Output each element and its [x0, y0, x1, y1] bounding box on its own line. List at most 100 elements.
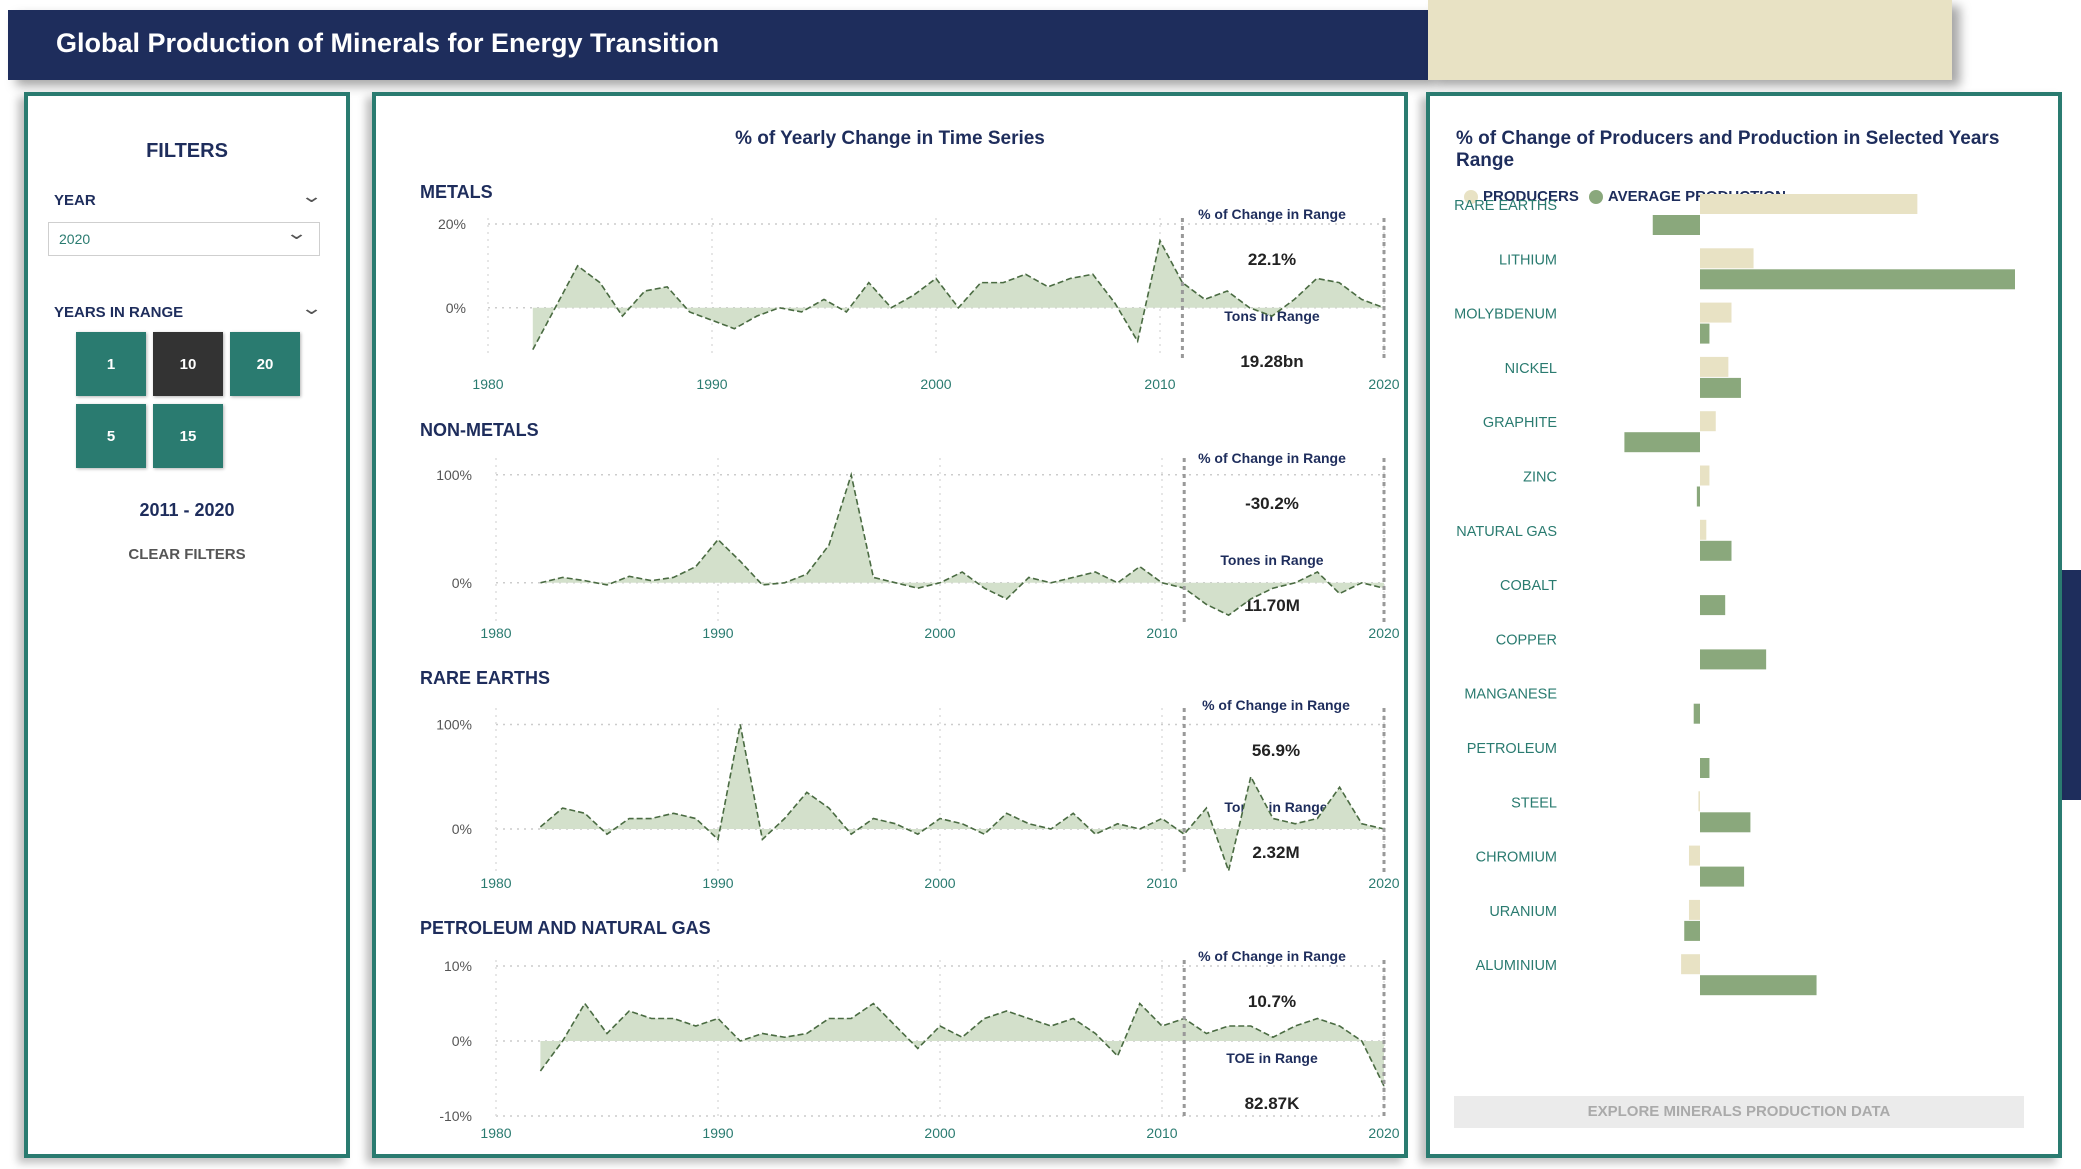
- clear-filters-button[interactable]: CLEAR FILTERS: [128, 546, 246, 563]
- x-tick-label: 2000: [924, 1125, 955, 1141]
- x-tick-label: 2020: [1368, 875, 1399, 891]
- area-chart-3: -10% 0% 10% 1980 1990 2000 2010 2020: [439, 958, 1399, 1141]
- kpi-change-label: % of Change in Range: [1202, 697, 1350, 713]
- x-tick-label: 1990: [702, 625, 733, 641]
- y-tick-label: 0%: [452, 575, 472, 591]
- category-label: RARE EARTHS: [1454, 198, 1557, 214]
- bars-panel-title: % of Change of Producers and Production …: [1456, 128, 2058, 172]
- producers-legend-dot: [1464, 189, 1478, 204]
- x-tick-label: 2000: [924, 625, 955, 641]
- kpi-change-value: 56.9%: [1251, 741, 1301, 760]
- title-prefix: % of Change of: [1456, 128, 1600, 149]
- category-label: STEEL: [1511, 795, 1557, 811]
- production-bar: [1700, 323, 1710, 344]
- x-tick-label: 2010: [1146, 1125, 1177, 1141]
- category-label: GRAPHITE: [1483, 415, 1557, 431]
- range-tile-1[interactable]: 1: [76, 332, 146, 396]
- category-label: URANIUM: [1489, 904, 1557, 920]
- x-tick-label: 2020: [1368, 625, 1399, 641]
- y-tick-label: 100%: [436, 716, 472, 732]
- series-area: [540, 724, 1384, 871]
- producers-bar: [1700, 194, 1918, 214]
- y-tick-label: 10%: [444, 958, 472, 974]
- chevron-down-icon[interactable]: ⌄: [300, 186, 323, 207]
- producers-bar: [1688, 845, 1700, 866]
- production-bar: [1684, 920, 1700, 941]
- producers-production-panel: % of Change of Producers and Production …: [1426, 92, 2062, 1158]
- legend-producers: PRODUCERS: [1483, 188, 1579, 205]
- y-tick-label: -10%: [439, 1108, 472, 1124]
- explore-data-button[interactable]: EXPLORE MINERALS PRODUCTION DATA: [1454, 1096, 2024, 1128]
- production-bar: [1652, 215, 1700, 235]
- page-title: Global Production of Minerals for Energy…: [56, 28, 720, 58]
- header-bar: Global Production of Minerals for Energy…: [8, 10, 1428, 80]
- category-label: CHROMIUM: [1476, 850, 1557, 866]
- category-label: NICKEL: [1505, 361, 1557, 377]
- year-dropdown[interactable]: 2020 ⌄: [48, 222, 320, 256]
- y-tick-label: 20%: [438, 216, 466, 232]
- filters-panel: FILTERS YEAR ⌄ 2020 ⌄ YEARS IN RANGE ⌄ 1…: [24, 92, 350, 1158]
- series-area: [532, 240, 1384, 350]
- y-tick-label: 0%: [452, 1033, 472, 1049]
- kpi-toe-value: 82.87K: [1244, 1094, 1300, 1113]
- production-bar: [1700, 649, 1767, 670]
- category-label: LITHIUM: [1499, 252, 1557, 268]
- kpi-change-label: % of Change in Range: [1198, 948, 1346, 964]
- year-label: YEAR: [54, 192, 96, 209]
- series-area: [540, 1003, 1384, 1086]
- x-tick-label: 2020: [1368, 376, 1399, 392]
- chevron-down-icon[interactable]: ⌄: [300, 298, 323, 319]
- series-line: [539, 724, 1385, 874]
- area-chart-0: 0% 20% 1980 1990 2000 2010 2020: [438, 216, 1400, 392]
- kpi-tons-label: Tones in Range: [1220, 552, 1324, 568]
- series-panel-title: % of Yearly Change in Time Series: [735, 128, 1045, 149]
- kpi-tons-value: 11.70M: [1244, 596, 1300, 615]
- years-in-range-label: YEARS IN RANGE: [54, 304, 184, 321]
- range-tile-20[interactable]: 20: [230, 332, 300, 396]
- x-tick-label: 2000: [924, 875, 955, 891]
- time-series-panel: % of Yearly Change in Time Series METALS…: [372, 92, 1408, 1158]
- filters-title: FILTERS: [146, 140, 228, 162]
- y-tick-label: 0%: [452, 821, 472, 837]
- production-bar: [1700, 866, 1745, 887]
- x-tick-label: 2010: [1146, 625, 1177, 641]
- x-tick-label: 1990: [702, 875, 733, 891]
- production-bar: [1696, 486, 1700, 507]
- side-accent: [2062, 570, 2081, 800]
- production-bar: [1624, 432, 1700, 453]
- x-tick-label: 1980: [472, 376, 503, 392]
- production-bar: [1700, 540, 1732, 561]
- non-metals-label: NON-METALS: [420, 420, 539, 440]
- x-tick-label: 1990: [696, 376, 727, 392]
- series-line: [540, 471, 1385, 617]
- area-chart-1: 0% 100% 1980 1990 2000 2010 2020: [436, 458, 1400, 641]
- range-tile-5[interactable]: 5: [76, 404, 146, 468]
- category-label: ALUMINIUM: [1476, 958, 1557, 974]
- producers-bar: [1688, 899, 1700, 920]
- production-bar: [1700, 269, 2015, 290]
- x-tick-label: 2000: [920, 376, 951, 392]
- category-label: COBALT: [1500, 578, 1557, 594]
- production-bar: [1700, 377, 1741, 398]
- producers-bar: [1700, 302, 1732, 323]
- x-tick-label: 2020: [1368, 1125, 1399, 1141]
- title-rest: Producers and Production in Selected Yea…: [1456, 128, 2000, 171]
- producers-production-chart: RARE EARTHS LITHIUM MOLYBDENUM NICKEL GRAPHI…: [1454, 194, 2015, 996]
- range-tile-10[interactable]: 10: [153, 332, 223, 396]
- time-series-charts: 0% 20% 1980 1990 2000 2010 2020 0% 100% 1980 1990 2…: [436, 216, 1400, 1141]
- category-label: MANGANESE: [1464, 687, 1557, 703]
- category-label: ZINC: [1523, 470, 1557, 486]
- x-tick-label: 1980: [480, 1125, 511, 1141]
- producers-bar: [1681, 954, 1700, 975]
- producers-bar: [1698, 791, 1700, 812]
- category-label: NATURAL GAS: [1456, 524, 1557, 540]
- metals-label: METALS: [420, 182, 493, 202]
- kpi-change-value: -30.2%: [1245, 494, 1299, 513]
- kpi-change-label: % of Change in Range: [1198, 450, 1346, 466]
- category-label: MOLYBDENUM: [1454, 307, 1557, 323]
- range-tile-15[interactable]: 15: [153, 404, 223, 468]
- x-tick-label: 2010: [1146, 875, 1177, 891]
- y-tick-label: 100%: [436, 467, 472, 483]
- series-line: [532, 238, 1385, 351]
- header-accent: [1428, 0, 1952, 80]
